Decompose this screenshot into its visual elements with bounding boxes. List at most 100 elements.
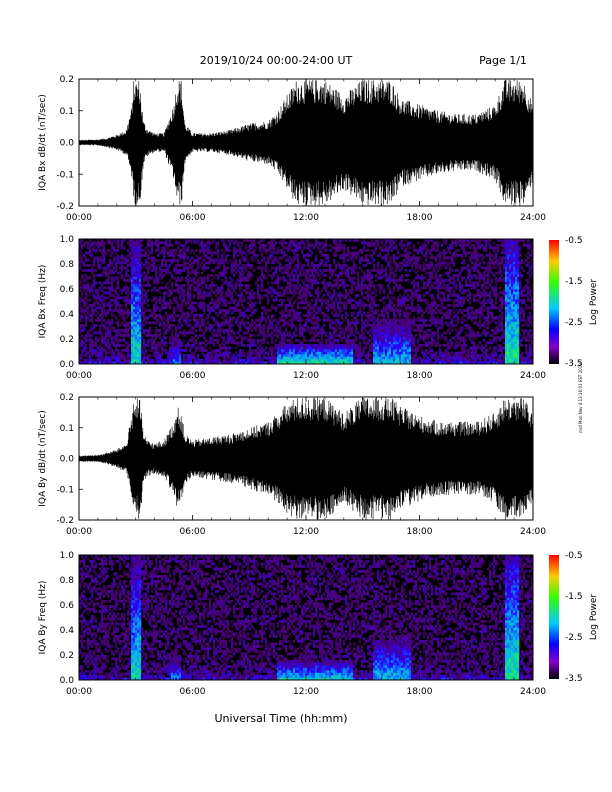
spectrogram-cell (111, 321, 114, 325)
spectrogram-cell (141, 294, 144, 297)
spectrogram-cell (355, 301, 358, 305)
spectrogram-cell (107, 301, 110, 305)
spectrogram-cell (243, 256, 246, 260)
spectrogram-cell (109, 261, 112, 265)
spectrogram-cell (287, 331, 290, 335)
spectrogram-cell (373, 251, 376, 255)
spectrogram-cell (155, 276, 158, 280)
spectrogram-cell (339, 326, 342, 330)
spectrogram-cell (327, 309, 330, 312)
spectrogram-cell (153, 346, 156, 350)
spectrogram-cell (95, 324, 98, 327)
spectrogram-cell (355, 346, 358, 350)
spectrogram-cell (319, 241, 322, 245)
spectrogram-cell (127, 296, 130, 300)
spectrogram-cell (355, 286, 358, 290)
spectrogram-cell (169, 304, 172, 307)
spectrogram-cell (379, 324, 382, 327)
spectrogram-cell (81, 316, 84, 320)
spectrogram-cell (253, 344, 256, 347)
spectrogram-cell (227, 341, 230, 345)
spectrogram-cell (99, 299, 102, 302)
spectrogram-cell (355, 329, 358, 332)
spectrogram-cell (145, 321, 148, 325)
spectrogram-cell (175, 346, 178, 350)
spectrogram-cell (125, 361, 128, 365)
spectrogram-cell (115, 241, 118, 245)
spectrogram-cell (327, 304, 330, 307)
spectrogram-cell (99, 259, 102, 262)
spectrogram-cell (95, 341, 98, 345)
spectrogram-cell (271, 324, 274, 327)
spectrogram-cell (183, 261, 186, 265)
spectrogram-cell (159, 361, 162, 365)
spectrogram-cell (335, 274, 338, 277)
spectrogram-cell (123, 334, 126, 337)
spectrogram-cell (305, 254, 308, 257)
spectrogram-cell (169, 359, 172, 362)
spectrogram-cell (109, 336, 112, 340)
spectrogram-cell (153, 339, 156, 342)
spectrogram-cell (365, 276, 368, 280)
spectrogram-cell (399, 304, 402, 307)
spectrogram-cell (371, 249, 374, 252)
spectrogram-cell (255, 246, 258, 250)
spectrogram-cell (231, 359, 234, 362)
spectrogram-cell (385, 359, 388, 362)
spectrogram-cell (385, 241, 388, 245)
spectrogram-cell (335, 324, 338, 327)
spectrogram-cell (87, 361, 90, 365)
spectrogram-cell (225, 244, 228, 247)
spectrogram-cell (317, 326, 320, 330)
spectrogram-cell (381, 314, 384, 317)
spectrogram-cell (229, 301, 232, 305)
spectrogram-cell (303, 291, 306, 295)
spectrogram-cell (289, 311, 292, 315)
spectrogram-cell (337, 361, 340, 365)
spectrogram-cell (313, 359, 316, 362)
spectrogram-cell (167, 321, 170, 325)
spectrogram-cell (157, 314, 160, 317)
spectrogram-cell (119, 261, 122, 265)
spectrogram-cell (317, 359, 320, 362)
spectrogram-cell (369, 324, 372, 327)
spectrogram-cell (381, 356, 384, 360)
spectrogram-cell (395, 319, 398, 322)
spectrogram-cell (127, 254, 130, 257)
spectrogram-cell (229, 276, 232, 280)
spectrogram-cell (95, 351, 98, 355)
spectrogram-cell (183, 289, 186, 292)
spectrogram-cell (227, 321, 230, 325)
spectrogram-cell (127, 359, 130, 362)
spectrogram-cell (179, 241, 182, 245)
spectrogram-cell (215, 356, 218, 360)
spectrogram-cell (315, 356, 318, 360)
spectrogram-cell (93, 344, 96, 347)
spectrogram-cell (323, 244, 326, 247)
spectrogram-cell (283, 331, 286, 335)
spectrogram-cell (121, 349, 124, 352)
spectrogram-cell (327, 314, 330, 317)
spectrogram-cell (139, 316, 142, 320)
spectrogram-cell (89, 319, 92, 322)
spectrogram-cell (313, 321, 316, 325)
spectrogram-cell (221, 351, 224, 355)
spectrogram-cell (401, 266, 404, 270)
spectrogram-cell (313, 351, 316, 355)
spectrogram-cell (137, 296, 140, 300)
spectrogram-cell (93, 256, 96, 260)
spectrogram-cell (225, 346, 228, 350)
spectrogram-cell (143, 289, 146, 292)
spectrogram-cell (281, 336, 284, 340)
spectrogram-cell (215, 319, 218, 322)
spectrogram-cell (197, 294, 200, 297)
spectrogram-cell (349, 361, 352, 365)
spectrogram-cell (329, 296, 332, 300)
spectrogram-cell (187, 239, 190, 242)
spectrogram-cell (359, 356, 362, 360)
spectrogram-cell (249, 291, 252, 295)
spectrogram-cell (225, 279, 228, 282)
spectrogram-cell (259, 316, 262, 320)
spectrogram-cell (175, 269, 178, 272)
spectrogram-cell (135, 254, 138, 257)
